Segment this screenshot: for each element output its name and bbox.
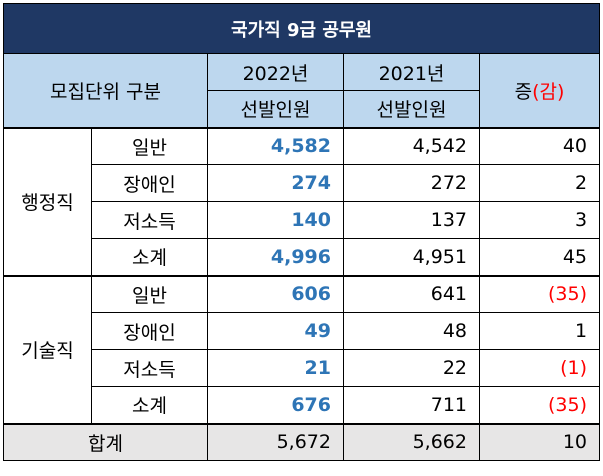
header-year-2021: 2021년: [343, 53, 480, 91]
value-2022: 49: [207, 312, 344, 350]
value-change: 2: [478, 164, 601, 202]
value-2022: 140: [207, 201, 344, 239]
header-year-2022: 2022년: [207, 53, 344, 91]
table-row: 장애인 49 48 1: [4, 312, 601, 350]
header-category: 모집단위 구분: [3, 53, 208, 128]
total-change: 10: [478, 422, 601, 461]
value-2022: 4,582: [207, 126, 344, 165]
table-row: 행정직 일반 4,582 4,542 40: [3, 126, 601, 276]
header-change-prefix: 증: [514, 80, 533, 103]
value-2021: 22: [343, 349, 480, 387]
table-row: 장애인 274 272 2: [4, 164, 601, 202]
row-label: 소계: [91, 386, 208, 424]
total-2022: 5,672: [207, 422, 344, 461]
header-change-suffix: (감): [532, 80, 565, 103]
row-label: 장애인: [91, 312, 208, 350]
row-label: 소계: [91, 238, 208, 276]
group-label: 기술직: [3, 274, 92, 424]
row-label: 일반: [91, 126, 208, 165]
value-2021: 272: [343, 164, 480, 202]
value-2021: 711: [343, 386, 480, 424]
value-change: (35): [478, 274, 601, 313]
table-row: 저소득 21 22 (1): [4, 349, 601, 387]
value-change: 3: [478, 201, 601, 239]
table-row: 소계 676 711 (35): [4, 386, 601, 424]
total-label: 합계: [3, 422, 208, 461]
row-label: 일반: [91, 274, 208, 313]
value-2022: 606: [207, 274, 344, 313]
header-change: 증(감): [478, 53, 601, 128]
value-change: 45: [478, 238, 601, 276]
value-change: 40: [478, 126, 601, 165]
table-row: 저소득 140 137 3: [4, 201, 601, 239]
table-row: 소계 4,996 4,951 45: [4, 238, 601, 276]
value-2022: 21: [207, 349, 344, 387]
table-row: 기술직 일반 606 641 (35): [3, 274, 601, 424]
value-change: (1): [478, 349, 601, 387]
value-2021: 4,542: [343, 126, 480, 165]
header-sub-2022: 선발인원: [207, 90, 344, 128]
row-label: 장애인: [91, 164, 208, 202]
recruitment-table-container: 국가직 9급 공무원 모집단위 구분 2022년 2021년 증(감) 선발인원…: [2, 3, 601, 473]
value-2021: 641: [343, 274, 480, 313]
value-2022: 676: [207, 386, 344, 424]
header-sub-2021: 선발인원: [343, 90, 480, 128]
value-2021: 4,951: [343, 238, 480, 276]
group-label: 행정직: [3, 126, 92, 276]
value-change: (35): [478, 386, 601, 424]
value-2021: 48: [343, 312, 480, 350]
value-change: 1: [478, 312, 601, 350]
table-title: 국가직 9급 공무원: [2, 3, 601, 54]
row-label: 저소득: [91, 201, 208, 239]
value-2022: 4,996: [207, 238, 344, 276]
row-label: 저소득: [91, 349, 208, 387]
value-2022: 274: [207, 164, 344, 202]
total-row: 합계 5,672 5,662 10: [3, 422, 601, 461]
recruitment-table: 국가직 9급 공무원 모집단위 구분 2022년 2021년 증(감) 선발인원…: [2, 3, 601, 461]
total-2021: 5,662: [343, 422, 480, 461]
value-2021: 137: [343, 201, 480, 239]
